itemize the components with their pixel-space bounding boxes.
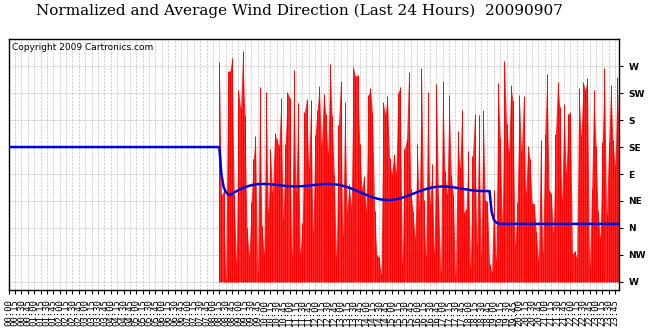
Text: Copyright 2009 Cartronics.com: Copyright 2009 Cartronics.com [12, 43, 153, 52]
Text: Normalized and Average Wind Direction (Last 24 Hours)  20090907: Normalized and Average Wind Direction (L… [36, 3, 562, 18]
